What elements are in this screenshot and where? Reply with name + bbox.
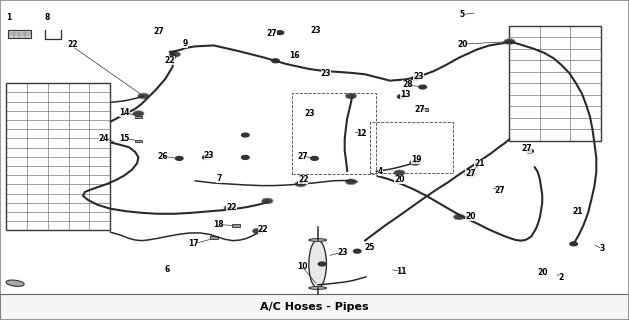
Text: 3: 3 [600,244,605,253]
Text: 20: 20 [394,175,404,184]
Text: 16: 16 [289,52,299,60]
Text: 23: 23 [338,248,348,257]
Text: 14: 14 [120,108,130,117]
Text: 22: 22 [67,40,77,49]
Text: 12: 12 [357,129,367,138]
Circle shape [175,156,183,160]
Text: 23: 23 [311,26,321,35]
Ellipse shape [309,239,326,241]
Text: 27: 27 [267,29,277,38]
Text: 20: 20 [465,212,476,221]
Circle shape [203,156,210,159]
Text: 22: 22 [258,225,268,234]
Text: 20: 20 [537,268,547,277]
Circle shape [411,76,419,80]
Bar [135,116,142,118]
Circle shape [224,205,235,211]
Text: 26: 26 [157,152,167,161]
Circle shape [133,111,144,116]
Text: 19: 19 [411,155,421,164]
Circle shape [394,170,405,176]
Bar [509,26,601,141]
Circle shape [138,93,149,99]
Text: 27: 27 [298,152,308,161]
Text: 21: 21 [572,207,582,216]
Text: 18: 18 [214,220,224,229]
Circle shape [419,85,426,89]
Text: 25: 25 [365,243,375,252]
Text: 8: 8 [45,13,50,22]
Circle shape [465,172,476,177]
Circle shape [252,228,264,234]
Circle shape [526,149,533,153]
Text: 1: 1 [6,13,11,22]
Text: 2: 2 [559,273,564,282]
Text: 23: 23 [204,151,214,160]
Text: 22: 22 [298,175,308,184]
Circle shape [409,160,421,165]
Text: 6: 6 [164,265,169,274]
Text: 10: 10 [297,262,307,271]
Ellipse shape [6,280,24,286]
Text: 15: 15 [120,134,130,143]
Text: 23: 23 [304,109,314,118]
Circle shape [276,31,284,35]
Circle shape [570,242,577,246]
Text: 28: 28 [403,80,413,89]
Circle shape [353,249,361,253]
Circle shape [242,133,249,137]
Text: 23: 23 [413,72,423,81]
Circle shape [454,214,465,220]
Text: 22: 22 [226,204,237,212]
Text: 27: 27 [495,186,505,195]
Bar [135,140,142,142]
Bar [0,294,629,320]
Bar [8,30,31,38]
Text: 5: 5 [460,10,465,19]
Text: A/C Hoses - Pipes: A/C Hoses - Pipes [260,302,369,312]
Text: 27: 27 [153,28,164,36]
Text: 4: 4 [378,167,383,176]
Text: 17: 17 [189,239,199,248]
Circle shape [311,156,318,160]
Text: 27: 27 [415,105,425,114]
Text: 7: 7 [216,174,221,183]
Text: 23: 23 [321,69,331,78]
Circle shape [272,59,279,63]
Text: 27: 27 [522,144,532,153]
Ellipse shape [309,287,326,289]
Bar [210,236,218,239]
Bar [232,224,240,227]
Circle shape [398,95,405,99]
Circle shape [504,39,515,44]
Text: 22: 22 [165,56,175,65]
Text: 20: 20 [457,40,467,49]
Text: 24: 24 [99,134,109,143]
Circle shape [295,181,306,187]
Text: 13: 13 [401,90,411,99]
Bar [421,108,428,111]
Text: 9: 9 [183,39,188,48]
Text: 11: 11 [396,267,406,276]
Ellipse shape [309,240,326,288]
Circle shape [262,198,273,204]
Circle shape [169,52,181,57]
Bar [6,83,110,230]
Text: 21: 21 [474,159,484,168]
Text: 27: 27 [465,169,476,178]
Circle shape [242,156,249,159]
Circle shape [345,179,357,185]
Circle shape [345,93,357,99]
Circle shape [318,262,326,266]
